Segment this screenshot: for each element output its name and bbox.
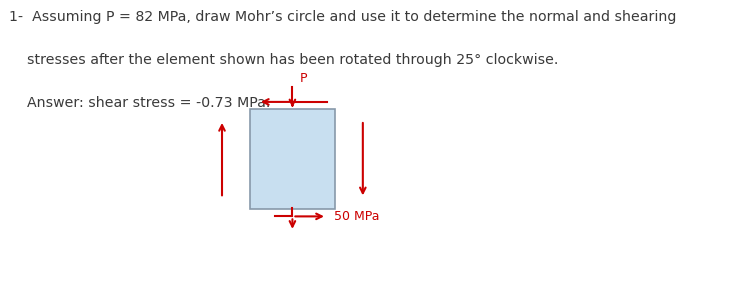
Text: 1-  Assuming P = 82 MPa, draw Mohr’s circle and use it to determine the normal a: 1- Assuming P = 82 MPa, draw Mohr’s circ… — [9, 10, 676, 24]
Text: stresses after the element shown has been rotated through 25° clockwise.: stresses after the element shown has bee… — [9, 53, 559, 67]
Text: Answer: shear stress = -0.73 MPa.: Answer: shear stress = -0.73 MPa. — [9, 96, 270, 110]
Text: 50 MPa: 50 MPa — [335, 210, 380, 223]
Bar — [250, 109, 335, 210]
Text: P: P — [300, 72, 308, 85]
